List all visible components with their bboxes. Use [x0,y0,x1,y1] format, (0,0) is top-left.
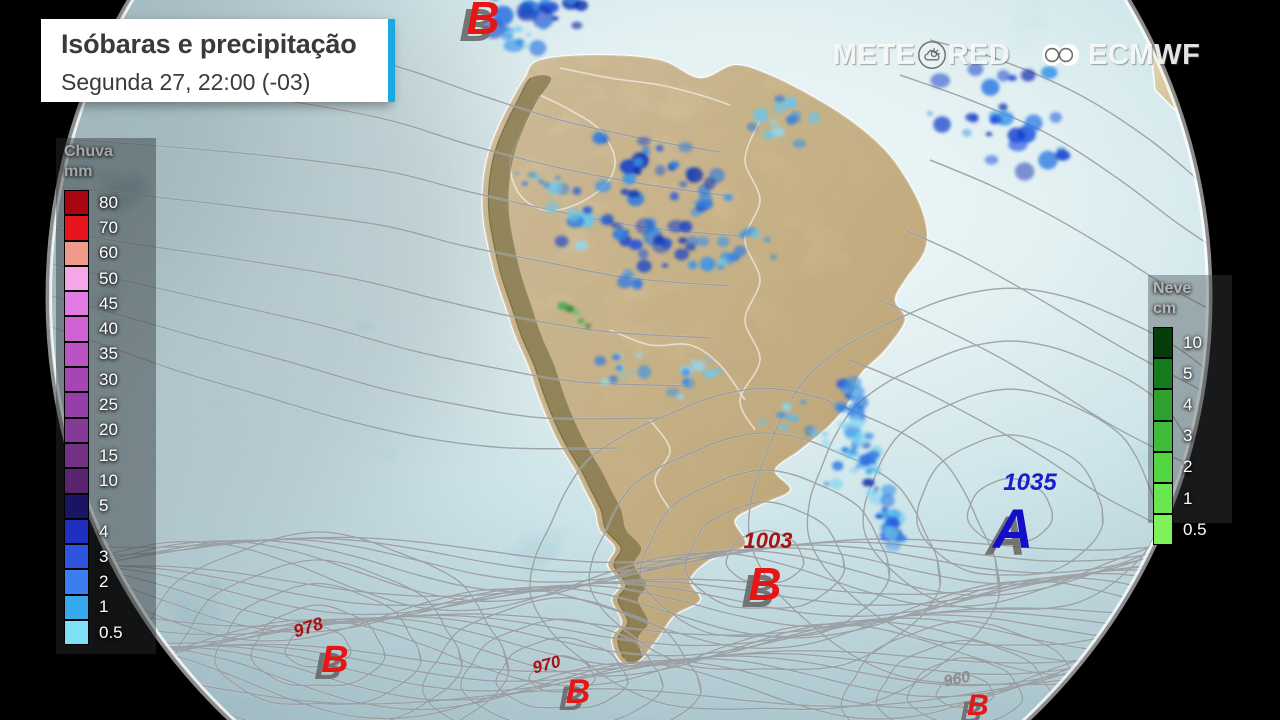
svg-text:A: A [991,497,1033,560]
svg-text:B: B [466,0,499,44]
svg-text:B: B [321,639,348,681]
svg-text:B: B [566,673,591,711]
svg-text:1003: 1003 [744,528,793,553]
svg-text:B: B [748,558,781,610]
svg-text:B: B [967,689,989,720]
svg-text:1035: 1035 [1003,469,1057,496]
